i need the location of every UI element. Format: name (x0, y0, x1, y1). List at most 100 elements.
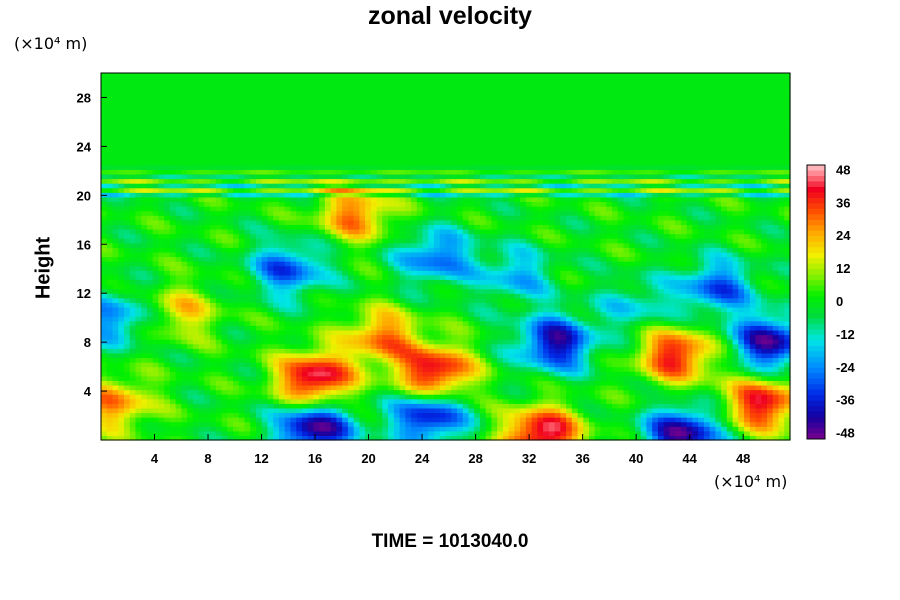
field-cell (118, 228, 125, 235)
field-cell (411, 150, 418, 157)
field-cell (336, 256, 343, 262)
field-cell (244, 316, 251, 322)
field-cell (342, 357, 349, 363)
field-cell (101, 352, 108, 359)
field-cell (278, 430, 286, 437)
field-cell (342, 366, 349, 372)
field-cell (198, 407, 205, 414)
field-cell (301, 224, 309, 230)
field-cell (250, 394, 257, 400)
field-cell (451, 306, 458, 313)
field-cell (313, 141, 320, 147)
field-cell (290, 394, 297, 400)
field-cell (169, 196, 177, 203)
field-cell (405, 228, 412, 235)
field-cell (169, 178, 177, 184)
field-cell (204, 366, 211, 372)
field-cell (250, 128, 257, 134)
field-cell (192, 155, 200, 161)
field-cell (313, 123, 320, 129)
field-cell (221, 417, 228, 423)
field-cell (187, 394, 194, 400)
field-cell (273, 86, 280, 92)
field-cell (365, 114, 372, 120)
field-cell (365, 196, 372, 203)
field-cell (353, 339, 360, 345)
field-cell (388, 380, 395, 386)
field-cell (204, 247, 211, 253)
field-cell (307, 352, 315, 359)
field-cell (210, 73, 217, 79)
field-cell (158, 187, 165, 193)
field-cell (296, 169, 303, 175)
field-cell (250, 421, 257, 427)
field-cell (129, 375, 137, 381)
field-cell (146, 366, 154, 372)
field-cell (428, 118, 435, 125)
field-cell (370, 334, 378, 340)
field-cell (244, 329, 251, 336)
field-cell (273, 132, 280, 138)
field-cell (123, 334, 131, 340)
field-cell (416, 173, 424, 180)
field-cell (227, 261, 234, 267)
field-cell (221, 219, 228, 225)
field-cell (399, 178, 406, 184)
field-cell (215, 251, 223, 258)
field-cell (353, 274, 360, 281)
field-cell (112, 82, 119, 88)
field-cell (359, 343, 366, 349)
field-cell (370, 169, 378, 175)
field-cell (428, 403, 435, 409)
field-cell (192, 219, 200, 225)
field-cell (169, 412, 177, 418)
field-cell (428, 389, 435, 395)
field-cell (296, 128, 303, 134)
field-cell (204, 430, 211, 437)
field-cell (244, 196, 251, 203)
field-cell (411, 128, 418, 134)
field-cell (256, 357, 263, 363)
field-cell (169, 100, 177, 106)
field-cell (215, 375, 223, 381)
field-cell (313, 412, 320, 418)
field-cell (445, 398, 452, 404)
field-cell (221, 114, 228, 120)
field-cell (388, 398, 395, 404)
field-cell (405, 261, 412, 267)
field-cell (204, 128, 211, 134)
field-cell (227, 228, 234, 235)
field-cell (118, 265, 125, 271)
field-cell (204, 86, 211, 92)
field-cell (445, 293, 452, 299)
field-cell (405, 403, 412, 409)
field-cell (164, 164, 171, 170)
field-cell (330, 302, 338, 308)
field-cell (324, 164, 332, 170)
field-cell (445, 141, 452, 147)
field-cell (250, 352, 257, 359)
field-cell (296, 343, 303, 349)
field-cell (319, 371, 326, 377)
field-cell (101, 284, 108, 290)
field-cell (405, 109, 412, 115)
field-cell (158, 155, 165, 161)
field-cell (284, 274, 292, 281)
field-cell (336, 343, 343, 349)
field-cell (261, 123, 269, 129)
field-cell (284, 137, 292, 143)
field-cell (416, 95, 424, 102)
field-cell (399, 169, 406, 175)
field-cell (416, 105, 424, 111)
field-cell (181, 284, 188, 290)
field-cell (210, 150, 217, 157)
field-cell (112, 430, 119, 437)
field-cell (376, 137, 383, 143)
field-cell (112, 311, 119, 317)
field-cell (101, 362, 108, 368)
field-cell (164, 233, 171, 239)
field-cell (290, 325, 297, 331)
field-cell (233, 77, 240, 83)
field-cell (273, 357, 280, 363)
field-cell (158, 261, 165, 267)
